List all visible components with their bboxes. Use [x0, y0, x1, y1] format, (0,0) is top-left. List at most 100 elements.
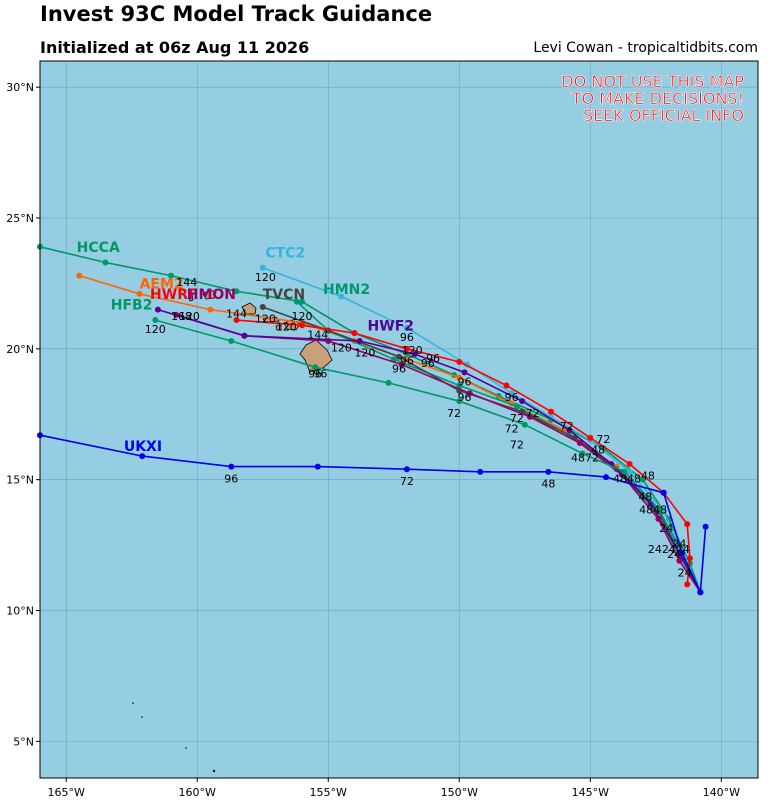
track-point	[403, 466, 410, 473]
forecast-hour-label: 120	[276, 321, 297, 334]
track-point	[686, 555, 693, 562]
track-point	[259, 303, 266, 310]
credit-text: Levi Cowan - tropicaltidbits.com	[533, 40, 758, 56]
track-point	[136, 290, 143, 297]
lon-tick-label: 160°W	[179, 786, 216, 799]
track-point	[547, 408, 554, 415]
forecast-hour-label: 72	[505, 423, 519, 436]
islet	[141, 716, 143, 718]
disclaimer-line: SEEK OFFICIAL INFO	[583, 106, 744, 125]
model-label-ukxi: UKXI	[124, 439, 162, 455]
track-point	[639, 476, 646, 483]
forecast-hour-label: 72	[510, 438, 524, 451]
model-label-hmn2: HMN2	[323, 282, 370, 298]
track-point	[168, 272, 175, 279]
track-point	[603, 474, 610, 481]
track-point	[587, 434, 594, 441]
track-point	[527, 413, 534, 420]
track-point	[396, 353, 402, 360]
lat-tick-label: 25°N	[6, 212, 34, 225]
track-point	[207, 306, 214, 313]
model-label-tvcn: TVCN	[263, 287, 305, 303]
forecast-hour-label: 96	[308, 368, 322, 381]
island-niihau	[188, 293, 194, 302]
model-label-hwrf: HWRF	[150, 287, 198, 303]
islet	[185, 747, 187, 749]
track-point	[102, 259, 109, 266]
track-point	[456, 374, 463, 381]
lon-tick-label: 165°W	[48, 786, 85, 799]
track-point	[456, 358, 463, 365]
track-hfb2	[152, 317, 704, 596]
forecast-hour-label: 144	[226, 307, 247, 320]
lat-tick-label: 15°N	[6, 474, 34, 487]
lat-tick-label: 5°N	[13, 735, 34, 748]
forecast-hour-label: 96	[400, 355, 414, 368]
islet	[212, 769, 216, 773]
model-label-aem2: AEM2	[140, 277, 184, 293]
island-big-island	[299, 339, 333, 373]
track-line	[39, 434, 707, 596]
track-point	[338, 293, 345, 300]
track-point	[576, 440, 583, 447]
disclaimer-line: DO NOT USE THIS MAP	[561, 72, 744, 91]
track-point	[461, 369, 468, 376]
forecast-hour-label: 120	[292, 310, 313, 323]
islet	[132, 702, 134, 704]
track-point	[403, 324, 410, 331]
track-point	[152, 317, 159, 324]
forecast-hour-label: 120	[402, 344, 423, 357]
track-point	[312, 364, 319, 371]
model-label-hcca: HCCA	[77, 240, 120, 256]
track-point	[233, 317, 240, 324]
forecast-hour-label: 48	[638, 491, 652, 504]
forecast-hour-label: 96	[421, 357, 435, 370]
track-point	[466, 390, 473, 397]
track-point	[356, 337, 363, 344]
forecast-hour-label: 72	[526, 407, 540, 420]
track-point	[503, 382, 510, 389]
track-point	[676, 557, 683, 564]
forecast-hour-label: 144	[307, 328, 328, 341]
track-point	[655, 505, 662, 512]
track-point	[299, 322, 306, 329]
track-line	[296, 301, 702, 593]
track-point	[660, 508, 667, 515]
forecast-hour-label: 96	[224, 472, 238, 485]
forecast-hour-label: 120	[145, 323, 166, 336]
track-point	[241, 332, 248, 339]
track-point	[513, 403, 520, 410]
forecast-hour-label: 4848	[639, 504, 667, 517]
forecast-hour-label: 120	[354, 347, 375, 360]
forecast-hour-label: 120	[179, 310, 200, 323]
forecast-hour-label: 96	[392, 362, 406, 375]
track-point	[351, 330, 358, 337]
track-point	[545, 468, 552, 475]
island-kauai	[202, 289, 217, 300]
lon-tick-label: 145°W	[572, 786, 609, 799]
track-point	[679, 549, 686, 556]
track-point	[228, 463, 235, 470]
map-frame	[39, 60, 759, 779]
island-lanai	[275, 324, 282, 331]
init-time: Initialized at 06z Aug 11 2026	[40, 38, 310, 57]
forecast-hour-label: 96	[458, 375, 472, 388]
forecast-hour-label: 48	[591, 444, 605, 457]
track-point	[579, 450, 586, 457]
forecast-hour-label: 96	[313, 368, 327, 381]
forecast-hour-label: 24	[659, 522, 673, 535]
track-point	[314, 463, 321, 470]
track-point	[519, 398, 526, 405]
track-point	[293, 298, 300, 305]
track-point	[411, 351, 418, 358]
forecast-hour-label: 4848	[613, 472, 641, 485]
model-tracks	[37, 243, 709, 596]
track-point	[660, 489, 667, 496]
track-point	[154, 306, 161, 313]
forecast-hour-label: 120	[331, 341, 352, 354]
lat-tick-label: 20°N	[6, 343, 34, 356]
track-point	[456, 398, 463, 405]
track-point	[139, 453, 146, 460]
